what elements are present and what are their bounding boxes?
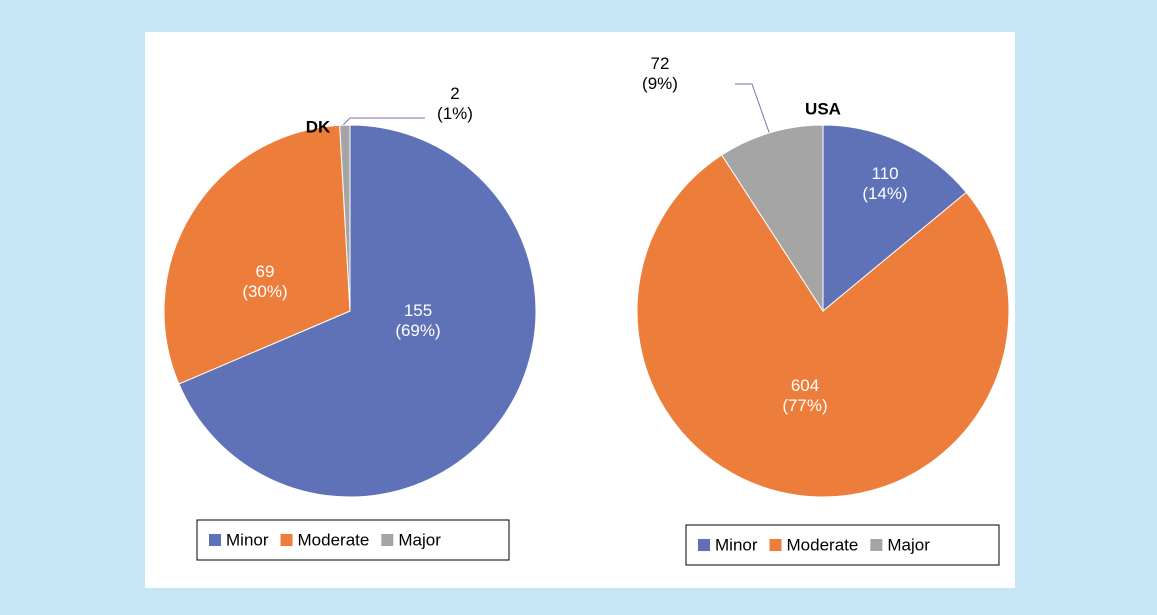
legend-swatch	[280, 534, 293, 546]
legend-label: Moderate	[298, 530, 370, 549]
pie-slice	[339, 124, 351, 312]
data-label: 155 (69%)	[395, 301, 440, 340]
pie-slice	[636, 154, 1010, 498]
data-label: 604 (77%)	[782, 376, 827, 415]
legend-swatch	[769, 539, 782, 551]
pie-slice	[822, 124, 967, 313]
data-label: 2 (1%)	[437, 84, 473, 123]
data-label: 72 (9%)	[642, 54, 678, 93]
legend-swatch	[870, 539, 883, 551]
leader-line	[342, 117, 425, 126]
legend-label: Minor	[715, 535, 758, 554]
legend-label: Minor	[226, 530, 269, 549]
pie-slice	[163, 124, 351, 385]
leader-line	[735, 83, 771, 136]
chart-title: USA	[805, 99, 841, 118]
legend-swatch	[698, 539, 710, 551]
pie-slice	[178, 124, 537, 498]
legend-swatch	[209, 534, 221, 546]
legend-label: Major	[398, 530, 441, 549]
legend-label: Moderate	[787, 535, 859, 554]
data-label: 110 (14%)	[862, 164, 907, 203]
chart-title: DK	[306, 117, 331, 136]
legend-box	[685, 524, 1000, 566]
legend-label: Major	[887, 535, 930, 554]
legend-swatch	[381, 534, 394, 546]
pie-slice	[721, 124, 824, 313]
legend-box	[196, 519, 510, 561]
data-label: 69 (30%)	[242, 262, 287, 301]
